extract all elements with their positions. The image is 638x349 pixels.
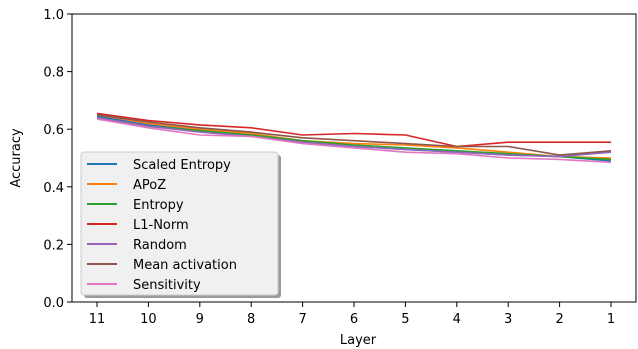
x-tick-label: 8 [247,312,255,327]
legend-entry: Mean activation [133,258,237,273]
y-tick-label: 0.6 [43,123,64,138]
x-tick-label: 4 [453,312,461,327]
y-tick-label: 0.2 [43,238,64,253]
x-axis: 11 10 9 8 7 6 5 4 3 2 1 [89,302,615,327]
y-tick-label: 0.4 [43,181,64,196]
x-tick-label: 1 [607,312,615,327]
legend-entry: Scaled Entropy [133,158,231,173]
x-tick-label: 7 [298,312,306,327]
legend-entry: Entropy [133,198,184,213]
y-tick-label: 0.8 [43,66,64,81]
x-tick-label: 2 [555,312,563,327]
y-tick-label: 0.0 [43,296,64,311]
series-line-sensitivity [96,118,612,164]
series-line-entropy [96,116,612,161]
series-line-l1-norm [96,112,611,148]
legend-entry: APoZ [133,178,166,193]
x-tick-label: 3 [504,312,512,327]
x-axis-title: Layer [340,333,377,348]
legend-entry: Sensitivity [133,278,201,293]
series-line-random [96,116,612,158]
x-tick-label: 6 [350,312,358,327]
x-tick-label: 5 [401,312,409,327]
series-line-apoz [96,114,612,159]
legend-entry: Random [133,238,187,253]
legend: Scaled Entropy APoZ Entropy L1-Norm Random Me… [80,151,281,298]
x-tick-label: 9 [196,312,204,327]
y-axis-title: Accuracy [9,128,24,188]
series-line-mean-activation [96,114,612,156]
legend-box [80,151,279,296]
x-tick-label: 11 [89,312,106,327]
legend-entry: L1-Norm [133,218,189,233]
y-tick-label: 1.0 [43,8,64,23]
x-tick-label: 10 [140,312,157,327]
series-lines [96,112,612,164]
y-axis: 0.0 0.2 0.4 0.6 0.8 1.0 [43,8,72,311]
